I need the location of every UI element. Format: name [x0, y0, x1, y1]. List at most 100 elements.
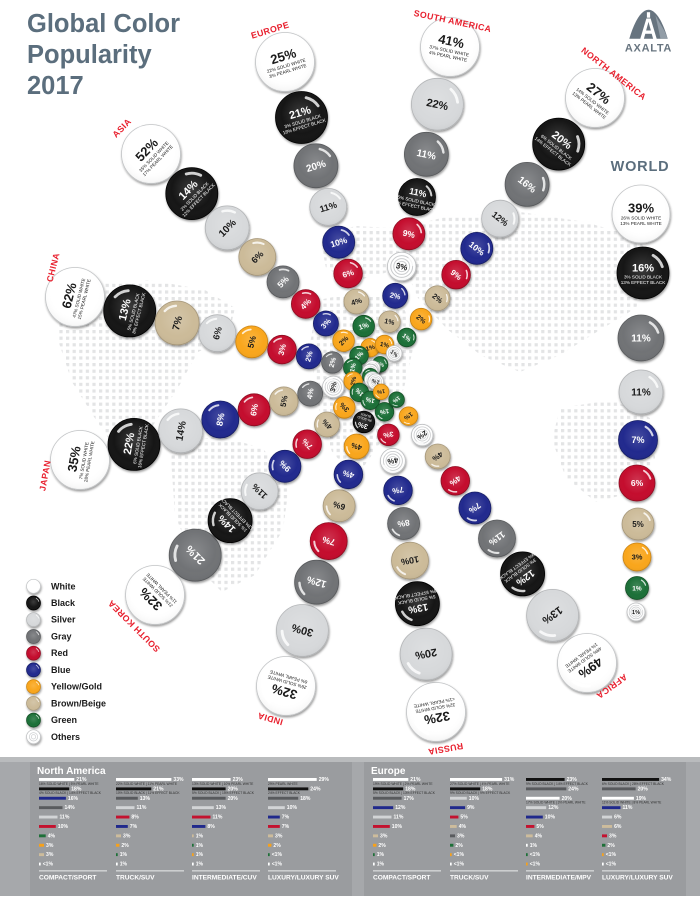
svg-text:2%: 2% [350, 376, 359, 387]
svg-text:1%: 1% [365, 344, 376, 353]
svg-text:10% SOLID BLACK | 11% EFFECT B: 10% SOLID BLACK | 11% EFFECT BLACK [116, 791, 180, 795]
svg-text:16%: 16% [632, 263, 654, 275]
svg-text:14%: 14% [65, 805, 76, 811]
svg-text:8%: 8% [131, 815, 139, 821]
svg-text:5%: 5% [460, 815, 468, 821]
svg-text:10%: 10% [329, 235, 349, 250]
svg-text:22%: 22% [122, 432, 138, 456]
svg-text:AXALTA: AXALTA [625, 43, 672, 55]
svg-text:Red: Red [51, 648, 68, 658]
svg-text:9% SOLID BLACK | 9% EFFECT BLA: 9% SOLID BLACK | 9% EFFECT BLACK [450, 791, 511, 795]
svg-text:1%: 1% [384, 318, 396, 327]
svg-text:COMPACT/SPORT: COMPACT/SPORT [373, 875, 430, 882]
svg-text:3%: 3% [609, 833, 617, 839]
svg-text:6%: 6% [248, 402, 260, 416]
svg-text:4%: 4% [535, 833, 543, 839]
svg-text:4%: 4% [342, 468, 356, 480]
svg-text:19%: 19% [636, 796, 647, 802]
svg-text:7%: 7% [391, 485, 404, 496]
svg-text:2%: 2% [607, 843, 615, 849]
svg-text:<1%: <1% [272, 862, 283, 868]
svg-text:Brown/Beige: Brown/Beige [51, 698, 106, 708]
svg-text:3%: 3% [330, 381, 339, 393]
svg-text:5%: 5% [536, 824, 544, 830]
svg-text:62%: 62% [59, 281, 80, 310]
svg-text:2%: 2% [378, 843, 386, 849]
svg-text:11%: 11% [137, 805, 147, 811]
svg-text:Europe: Europe [371, 766, 406, 777]
svg-text:6% SOLID BLACK: 6% SOLID BLACK [132, 425, 144, 464]
svg-text:<1%: <1% [43, 862, 54, 868]
svg-text:13%: 13% [407, 600, 429, 614]
svg-text:18%: 18% [300, 796, 311, 802]
svg-text:23%: 23% [233, 777, 244, 783]
svg-text:1%: 1% [379, 341, 390, 350]
svg-text:1%: 1% [371, 377, 380, 385]
svg-text:5% SOLID BLACK | 15% EFFECT BL: 5% SOLID BLACK | 15% EFFECT BLACK [192, 791, 255, 795]
svg-text:2%: 2% [389, 290, 402, 301]
svg-text:1%: 1% [402, 410, 414, 421]
svg-text:3%: 3% [277, 343, 289, 356]
svg-text:10%: 10% [392, 824, 403, 830]
svg-text:9% SOLID BLACK | 14% EFFECT BL: 9% SOLID BLACK | 14% EFFECT BLACK [526, 782, 589, 786]
svg-text:35%: 35% [64, 444, 83, 473]
svg-text:1%: 1% [349, 362, 358, 373]
svg-text:COMPACT/SPORT: COMPACT/SPORT [39, 875, 96, 882]
svg-text:1%: 1% [354, 386, 366, 398]
svg-text:21%: 21% [410, 777, 421, 783]
svg-text:4%: 4% [305, 387, 316, 400]
svg-text:6%: 6% [341, 268, 355, 280]
svg-text:20%: 20% [562, 796, 573, 802]
svg-text:6%: 6% [211, 326, 224, 341]
svg-text:13% SOLID WHITE | 10% PEARL WH: 13% SOLID WHITE | 10% PEARL WHITE [192, 782, 254, 786]
svg-text:33%: 33% [173, 777, 184, 783]
svg-text:11%: 11% [60, 815, 70, 821]
svg-text:4% SOLID BLACK | 14% EFFECT BL: 4% SOLID BLACK | 14% EFFECT BLACK [39, 791, 102, 795]
svg-text:1%: 1% [196, 833, 204, 839]
svg-text:3%: 3% [457, 833, 465, 839]
svg-text:1%: 1% [375, 361, 384, 369]
svg-text:1%: 1% [632, 585, 642, 592]
svg-text:3%: 3% [46, 852, 54, 858]
svg-text:26% SOLID WHITE: 26% SOLID WHITE [621, 216, 661, 221]
svg-text:1%: 1% [196, 852, 204, 858]
svg-text:27% SOLID WHITE | 4% PEARL WHI: 27% SOLID WHITE | 4% PEARL WHITE [450, 782, 510, 786]
svg-text:1%: 1% [377, 862, 385, 868]
svg-text:1%: 1% [632, 610, 640, 616]
svg-text:21%: 21% [76, 777, 87, 783]
svg-text:13%: 13% [140, 796, 151, 802]
svg-text:10%: 10% [469, 796, 480, 802]
svg-text:34%: 34% [661, 777, 672, 783]
svg-text:11%: 11% [408, 186, 427, 199]
svg-text:16%: 16% [68, 796, 79, 802]
svg-text:29%: 29% [319, 777, 330, 783]
svg-text:4%: 4% [386, 455, 399, 466]
svg-text:10%: 10% [545, 815, 556, 821]
svg-text:13%: 13% [216, 805, 227, 811]
svg-text:4%: 4% [459, 824, 467, 830]
svg-text:1%: 1% [120, 852, 128, 858]
svg-text:Green: Green [51, 715, 77, 725]
svg-text:7%: 7% [130, 824, 138, 830]
svg-text:29% PEARL WHITE: 29% PEARL WHITE [268, 782, 299, 786]
svg-text:7%: 7% [171, 315, 185, 332]
svg-text:Black: Black [51, 598, 76, 608]
svg-text:INTERMEDIATE/CUV: INTERMEDIATE/CUV [192, 875, 257, 882]
svg-text:21%: 21% [153, 786, 164, 792]
svg-text:7% SOLID WHITE: 7% SOLID WHITE [78, 442, 89, 480]
svg-text:1%: 1% [530, 843, 538, 849]
svg-text:22% SOLID WHITE | 11% PEARL WH: 22% SOLID WHITE | 11% PEARL WHITE [116, 782, 178, 786]
svg-text:10%: 10% [287, 805, 298, 811]
svg-text:20%: 20% [228, 796, 239, 802]
svg-text:Blue: Blue [51, 665, 71, 675]
svg-text:Popularity: Popularity [27, 41, 153, 69]
svg-text:5%: 5% [245, 334, 258, 349]
svg-text:9%: 9% [467, 805, 475, 811]
svg-text:3%: 3% [395, 261, 408, 272]
svg-text:LUXURY/LUXURY SUV: LUXURY/LUXURY SUV [602, 875, 673, 882]
svg-text:12%: 12% [395, 805, 406, 811]
svg-text:2%: 2% [329, 356, 338, 368]
svg-text:7%: 7% [631, 435, 644, 445]
svg-text:5%: 5% [632, 520, 644, 529]
svg-text:22%: 22% [425, 97, 449, 113]
